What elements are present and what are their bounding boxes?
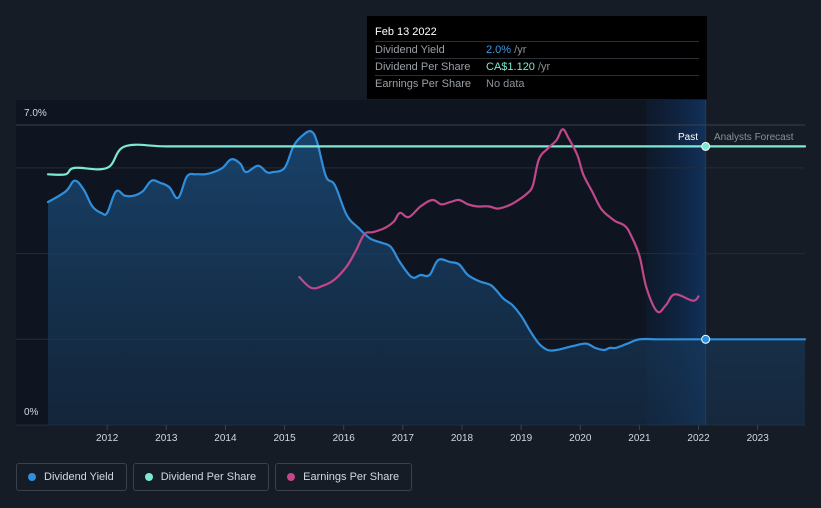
tooltip-row-dividend-per-share: Dividend Per Share CA$1.120 /yr	[375, 58, 699, 75]
analysts-forecast-label: Analysts Forecast	[714, 132, 794, 143]
cursor-marker	[701, 334, 711, 344]
tooltip-label: Dividend Yield	[375, 44, 445, 56]
series-line-dividend-per-share	[46, 143, 807, 176]
series-line-dividend-yield	[46, 130, 807, 352]
x-tick-label: 2020	[569, 433, 592, 444]
tooltip-value: CA$1.120	[486, 61, 535, 73]
tooltip-value: No data	[486, 78, 525, 90]
x-tick-label: 2019	[510, 433, 533, 444]
legend-dot-icon	[28, 473, 36, 481]
tooltip-label: Earnings Per Share	[375, 78, 471, 90]
tooltip-date: Feb 13 2022	[375, 26, 437, 38]
x-tick-label: 2013	[155, 433, 178, 444]
legend-label: Dividend Per Share	[160, 471, 257, 483]
legend-label: Dividend Yield	[44, 471, 114, 483]
tooltip-row-earnings-per-share: Earnings Per Share No data	[375, 75, 699, 92]
legend-dividend-yield[interactable]: Dividend Yield	[16, 463, 127, 491]
past-label: Past	[678, 132, 698, 143]
tooltip-suffix: /yr	[534, 61, 551, 73]
y-axis-label-top: 7.0%	[24, 108, 47, 119]
series-lines	[46, 128, 807, 352]
legend-dividend-per-share[interactable]: Dividend Per Share	[132, 463, 270, 491]
x-tick-label: 2017	[392, 433, 415, 444]
x-tick-label: 2018	[451, 433, 474, 444]
cursor-marker	[701, 141, 711, 151]
x-axis: 2012 2013 2014 2015 2016 2017 2018 2019 2020 2021…	[96, 425, 769, 444]
legend: Dividend Yield Dividend Per Share Earnin…	[16, 463, 413, 491]
legend-label: Earnings Per Share	[303, 471, 400, 483]
legend-earnings-per-share[interactable]: Earnings Per Share	[275, 463, 413, 491]
legend-dot-icon	[287, 473, 296, 481]
tooltip: Feb 13 2022 Dividend Yield 2.0% /yr Divi…	[367, 16, 707, 99]
tooltip-suffix: /yr	[511, 44, 527, 56]
dividend-yield-area	[48, 131, 805, 425]
tooltip-value: 2.0%	[486, 44, 512, 56]
legend-dot-icon	[144, 473, 153, 481]
x-tick-label: 2014	[214, 433, 237, 444]
tooltip-row-dividend-yield: Dividend Yield 2.0% /yr	[375, 41, 699, 58]
x-tick-label: 2021	[628, 433, 651, 444]
cursor-markers	[701, 141, 711, 344]
series-line-earnings-per-share	[298, 128, 700, 314]
x-tick-label: 2015	[273, 433, 296, 444]
x-tick-label: 2022	[687, 433, 710, 444]
y-axis-label-bottom: 0%	[24, 407, 39, 418]
x-tick-label: 2012	[96, 433, 119, 444]
x-tick-label: 2016	[333, 433, 356, 444]
x-tick-label: 2023	[747, 433, 770, 444]
tooltip-label: Dividend Per Share	[375, 61, 471, 73]
